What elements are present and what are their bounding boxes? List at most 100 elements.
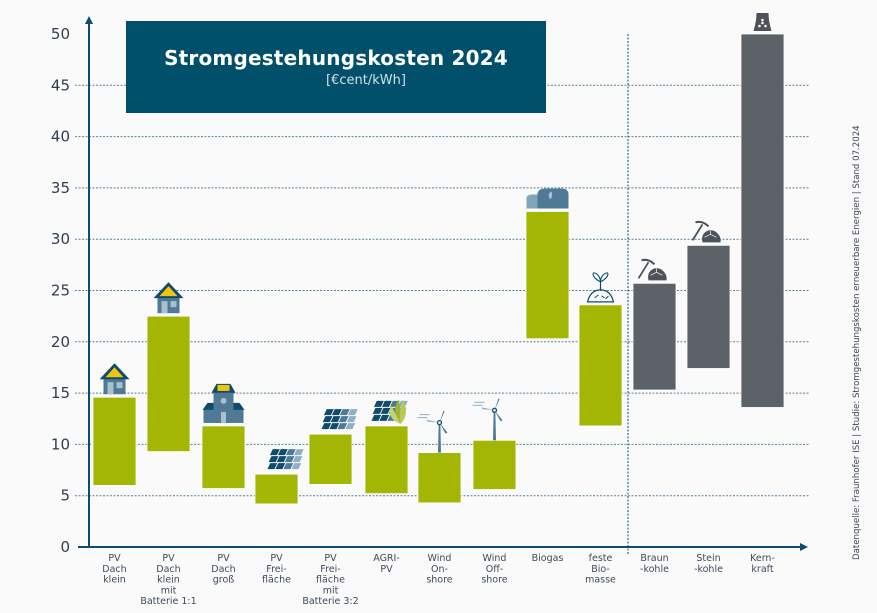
x-tick-label-line: Frei- — [266, 564, 286, 575]
house-window — [170, 301, 177, 308]
leaf — [548, 191, 553, 200]
radiation-blade — [758, 24, 761, 28]
y-tick-label: 45 — [51, 76, 70, 94]
tank-small — [526, 194, 540, 209]
x-tick-label-line: fläche — [262, 575, 291, 586]
y-tick-label: 0 — [60, 538, 70, 556]
building-door — [221, 411, 226, 423]
bar — [578, 304, 623, 427]
panel-cell — [347, 409, 358, 416]
turbine-tower — [438, 422, 441, 453]
pickaxe-handle — [691, 223, 704, 241]
panel-cell — [267, 463, 278, 470]
bar — [632, 282, 677, 391]
y-tick-label: 20 — [51, 333, 70, 351]
panel-cell — [380, 407, 391, 414]
bar — [92, 396, 137, 486]
x-tick-label: Kern-kraft — [750, 553, 775, 575]
soil-texture — [594, 294, 609, 300]
coal-facets — [650, 268, 663, 276]
y-axis-arrow-icon — [85, 16, 93, 24]
house-window — [116, 382, 123, 389]
x-tick-label-line: klein — [103, 575, 126, 586]
pickaxe-handle — [637, 261, 650, 279]
x-tick-label: Biogas — [532, 553, 564, 564]
chart-title: Stromgestehungskosten 2024 — [164, 46, 508, 70]
x-tick-label-line: PV — [380, 564, 393, 575]
x-tick-label-line: Bio- — [591, 564, 610, 575]
title-box: Stromgestehungskosten 2024 [€cent/kWh] — [126, 21, 546, 113]
turbine-blade — [494, 410, 503, 422]
bar — [254, 473, 299, 505]
x-tick-label: Braun -kohle — [640, 553, 669, 575]
axes — [78, 16, 808, 551]
x-tick-label-line: kraft — [751, 564, 773, 575]
x-tick-label-line: On- — [431, 564, 448, 575]
panel-cell — [293, 449, 304, 456]
coal-lump — [702, 230, 721, 243]
x-tick-label-line: Dach — [156, 564, 180, 575]
solar-panel-icon — [321, 409, 358, 430]
y-tick-label: 50 — [51, 25, 70, 43]
panel-cell — [329, 423, 340, 430]
coal-lump — [648, 268, 667, 281]
x-tick-label-line: Dach — [211, 564, 235, 575]
x-tick-label-line: Stein — [696, 553, 720, 564]
solar-cells — [105, 367, 124, 378]
panel-cell — [291, 463, 302, 470]
wind-turbine-icon — [417, 410, 448, 453]
x-tick-label-line: Biogas — [532, 553, 564, 564]
bar — [364, 425, 409, 495]
x-tick-label-line: AGRI- — [373, 553, 400, 564]
x-tick-label: feste Bio-masse — [585, 553, 616, 586]
panel-cell — [379, 414, 390, 421]
bar — [740, 33, 785, 408]
panel-cell — [337, 423, 348, 430]
x-tick-label-line: PV — [108, 553, 121, 564]
panel-cell — [269, 449, 280, 456]
panel-cell — [381, 400, 392, 407]
x-tick-label-line: groß — [213, 575, 235, 586]
pickaxe-head — [641, 258, 656, 266]
x-tick-label: Wind Off-shore — [481, 553, 507, 586]
x-tick-label-line: -kohle — [640, 564, 669, 575]
coal-pickaxe-icon — [637, 258, 667, 281]
x-tick-label: PV Dach klein — [102, 553, 126, 586]
y-tick-label: 10 — [51, 435, 70, 453]
building-clock — [220, 397, 227, 404]
plant-leaf — [592, 272, 602, 283]
soil-mound — [586, 289, 615, 303]
leaf — [389, 405, 401, 424]
panel-cell — [371, 414, 382, 421]
x-tick-label-line: PV — [217, 553, 230, 564]
solar-cells — [159, 286, 178, 297]
turbine-blade — [481, 407, 495, 411]
leaf — [399, 399, 406, 424]
bar — [201, 425, 246, 489]
panel-cell — [283, 463, 294, 470]
x-tick-label-line: Dach — [102, 564, 126, 575]
panel-cell — [268, 456, 279, 463]
y-tick-label: 5 — [60, 487, 70, 505]
biogas-tank-icon — [526, 188, 569, 209]
panel-cell — [321, 423, 332, 430]
x-tick-label-line: PV — [270, 553, 283, 564]
house-solar-icon — [153, 282, 184, 314]
biomass-plant-icon — [586, 272, 615, 303]
x-tick-label: PV Frei-fläche mit Batterie 3:2 — [302, 553, 358, 607]
leaf-icon — [389, 399, 406, 424]
y-tick-label: 35 — [51, 179, 70, 197]
x-tick-label-line: Wind — [483, 553, 507, 564]
panel-cell — [372, 407, 383, 414]
radiation-center — [761, 21, 764, 25]
radiation-blade — [764, 24, 767, 28]
chart-subtitle: [€cent/kWh] — [326, 73, 406, 88]
panel-cell — [284, 456, 295, 463]
x-tick-label: PV Dach groß — [211, 553, 235, 586]
panel-cell — [322, 416, 333, 423]
x-tick-label-line: shore — [426, 575, 452, 586]
panel-cell — [323, 409, 334, 416]
coal-pickaxe-icon — [691, 220, 721, 243]
